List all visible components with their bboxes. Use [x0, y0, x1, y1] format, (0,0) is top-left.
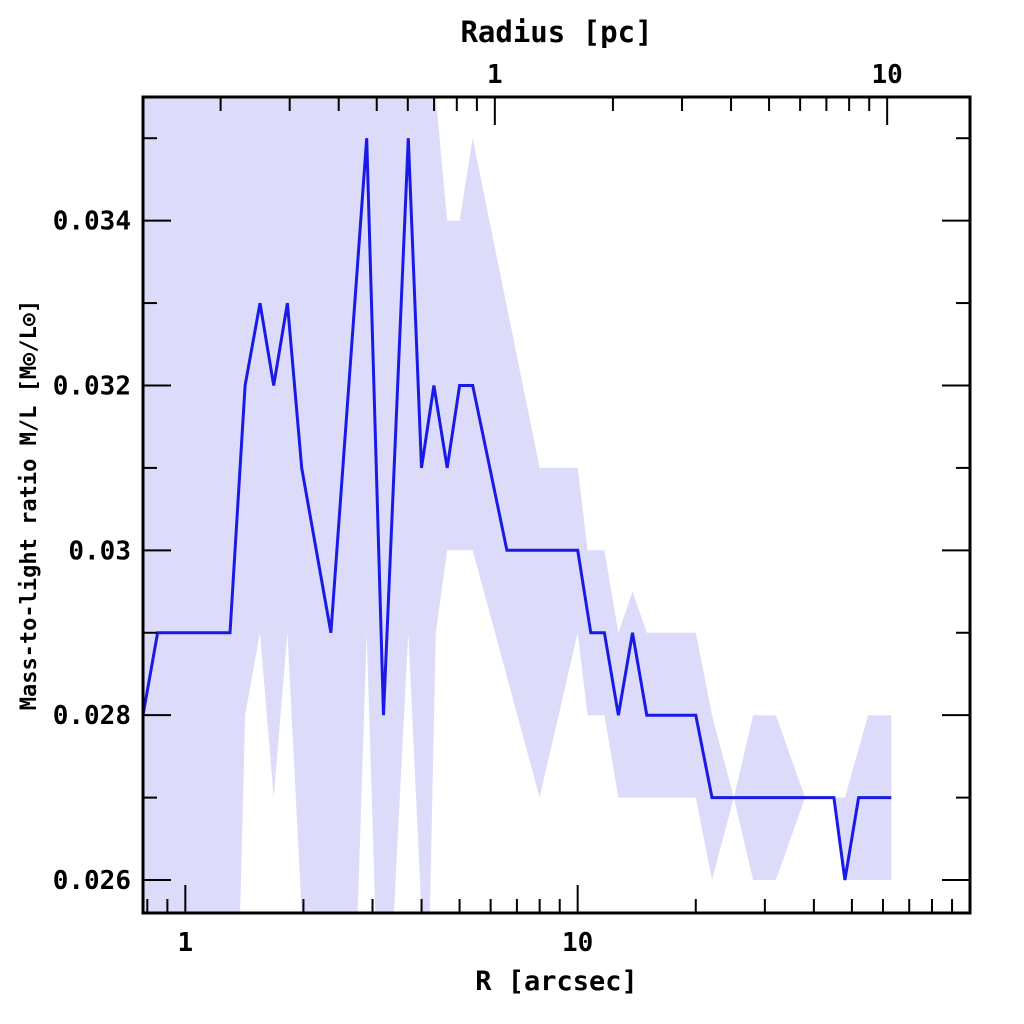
uncertainty-band-layer: [143, 97, 892, 913]
uncertainty-band: [143, 97, 892, 913]
y-axis-label: Mass-to-light ratio M/L [M⊙/L⊙]: [17, 300, 42, 711]
top-tick-label: 1: [487, 60, 503, 90]
plot-frame: [141, 95, 972, 915]
y-tick-label: 0.03: [68, 536, 131, 566]
tick-layer: [143, 97, 971, 913]
x-tick-label: 1: [178, 928, 194, 958]
top-tick-label: 10: [872, 60, 903, 90]
y-tick-label: 0.026: [53, 866, 131, 896]
y-tick-label: 0.028: [53, 701, 131, 731]
tick-label-layer: 1 10 1 10 0.026 0.028 0.03 0.032 0.034: [53, 60, 903, 958]
y-tick-label: 0.032: [53, 371, 131, 401]
y-tick-label: 0.034: [53, 207, 131, 237]
series-line-layer: [143, 138, 892, 881]
series-line-0: [143, 138, 892, 881]
top-axis-label: Radius [pc]: [460, 15, 652, 49]
x-tick-label: 10: [562, 928, 593, 958]
x-axis-label: R [arcsec]: [475, 966, 638, 997]
